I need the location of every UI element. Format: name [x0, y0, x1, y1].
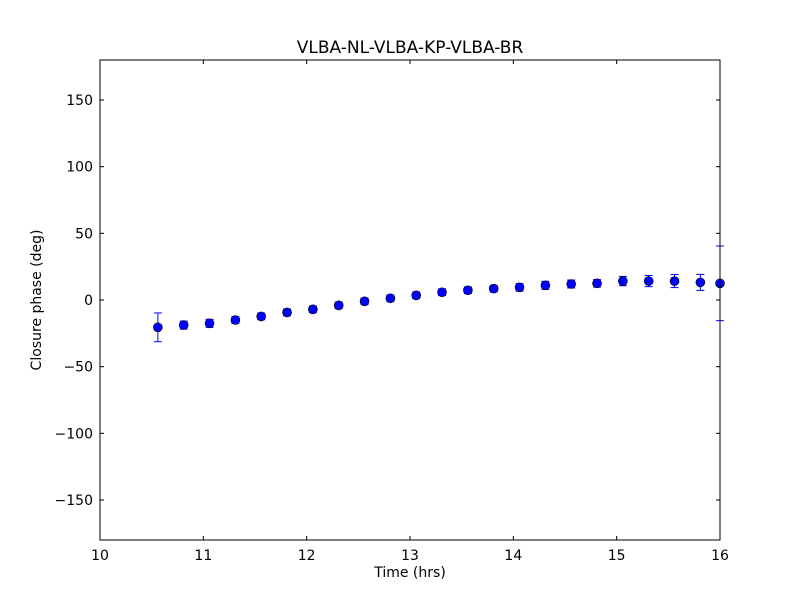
data-point	[540, 280, 551, 291]
data-point	[514, 282, 525, 293]
data-point	[308, 304, 318, 315]
data-point	[488, 283, 499, 294]
x-tick-label: 15	[608, 548, 626, 564]
data-point	[669, 276, 680, 286]
data-point	[178, 320, 189, 330]
x-axis-label: Time (hrs)	[373, 565, 446, 581]
data-point	[256, 311, 267, 322]
y-tick-label: 150	[66, 93, 93, 109]
data-point	[359, 296, 370, 307]
x-tick-label: 13	[401, 548, 419, 564]
data-point	[204, 318, 215, 329]
x-tick-label: 14	[504, 548, 522, 564]
x-tick-label: 16	[711, 548, 729, 564]
y-axis-label: Closure phase (deg)	[29, 230, 45, 371]
data-point	[411, 290, 422, 301]
y-tick-label: 50	[75, 226, 93, 242]
data-point	[566, 279, 577, 289]
y-tick-label: 100	[66, 160, 93, 176]
data-point	[695, 277, 706, 288]
data-point	[385, 293, 396, 304]
data-point	[592, 278, 602, 289]
y-tick-label: −150	[55, 493, 93, 509]
data-point	[282, 307, 292, 318]
data-point	[463, 285, 473, 296]
y-tick-label: −100	[55, 426, 93, 442]
data-point	[643, 276, 654, 286]
data-point	[230, 315, 241, 325]
data-point	[437, 287, 447, 298]
data-point	[618, 276, 628, 286]
x-tick-label: 11	[194, 548, 212, 564]
data-point	[153, 322, 163, 333]
y-tick-label: 0	[84, 293, 93, 309]
y-tick-label: −50	[63, 360, 93, 376]
data-point	[333, 300, 344, 311]
plot-frame	[99, 59, 721, 541]
chart-title: VLBA-NL-VLBA-KP-VLBA-BR	[297, 38, 524, 58]
x-tick-label: 10	[91, 548, 109, 564]
x-tick-label: 12	[298, 548, 316, 564]
